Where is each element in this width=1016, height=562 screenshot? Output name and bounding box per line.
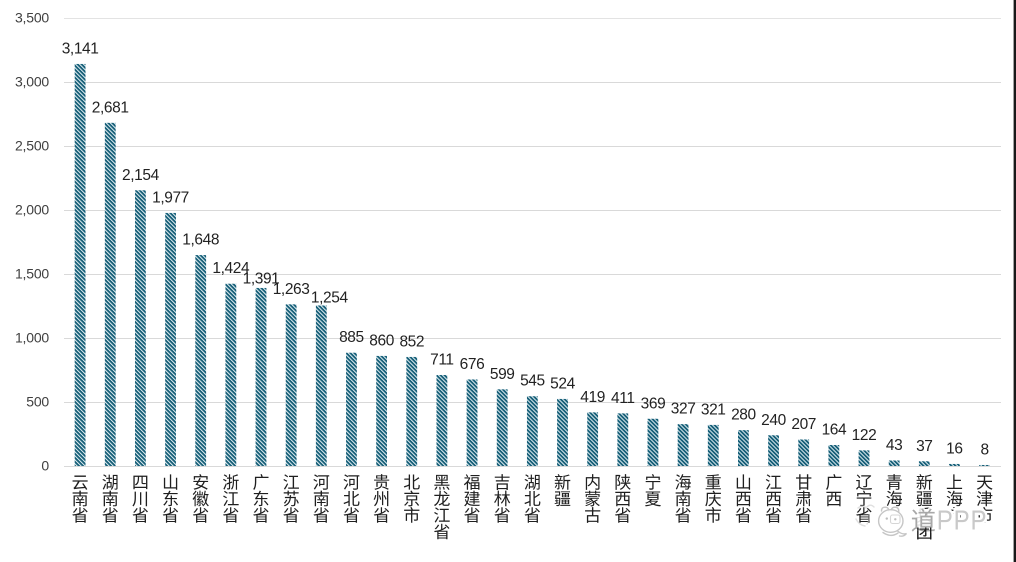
svg-text:37: 37 bbox=[916, 438, 932, 455]
svg-text:1,424: 1,424 bbox=[212, 260, 250, 277]
svg-text:1,000: 1,000 bbox=[15, 330, 49, 346]
svg-text:164: 164 bbox=[822, 422, 847, 439]
svg-text:2,500: 2,500 bbox=[15, 138, 49, 154]
svg-text:3,500: 3,500 bbox=[15, 10, 49, 26]
svg-text:852: 852 bbox=[399, 333, 424, 350]
svg-text:327: 327 bbox=[671, 401, 696, 418]
svg-text:711: 711 bbox=[430, 352, 454, 369]
svg-text:1,254: 1,254 bbox=[311, 290, 349, 307]
svg-text:676: 676 bbox=[460, 356, 485, 373]
svg-text:3,141: 3,141 bbox=[62, 41, 99, 58]
svg-text:545: 545 bbox=[520, 373, 545, 390]
svg-text:122: 122 bbox=[852, 427, 877, 444]
svg-text:321: 321 bbox=[701, 401, 726, 418]
svg-text:207: 207 bbox=[791, 416, 816, 433]
svg-text:2,000: 2,000 bbox=[15, 202, 49, 218]
svg-text:240: 240 bbox=[761, 412, 786, 429]
svg-text:1,648: 1,648 bbox=[182, 232, 219, 249]
svg-text:369: 369 bbox=[641, 395, 666, 412]
svg-text:PPP: PPP bbox=[937, 504, 988, 536]
svg-text:280: 280 bbox=[731, 407, 756, 424]
svg-text:3,000: 3,000 bbox=[15, 74, 49, 90]
svg-text:500: 500 bbox=[26, 394, 49, 410]
svg-text:419: 419 bbox=[580, 389, 605, 406]
svg-text:2,681: 2,681 bbox=[92, 99, 129, 116]
svg-text:1,391: 1,391 bbox=[243, 271, 280, 288]
svg-text:43: 43 bbox=[886, 437, 902, 454]
svg-text:16: 16 bbox=[946, 441, 962, 458]
svg-text:885: 885 bbox=[339, 329, 364, 346]
svg-text:411: 411 bbox=[611, 390, 635, 407]
svg-text:1,500: 1,500 bbox=[15, 266, 49, 282]
svg-text:524: 524 bbox=[550, 375, 575, 392]
svg-text:860: 860 bbox=[369, 332, 394, 349]
svg-text:2,154: 2,154 bbox=[122, 167, 160, 184]
svg-text:1,977: 1,977 bbox=[152, 189, 189, 206]
svg-text:0: 0 bbox=[41, 458, 49, 474]
svg-text:8: 8 bbox=[980, 442, 988, 459]
svg-text:1,263: 1,263 bbox=[273, 281, 310, 298]
svg-text:599: 599 bbox=[490, 366, 515, 383]
